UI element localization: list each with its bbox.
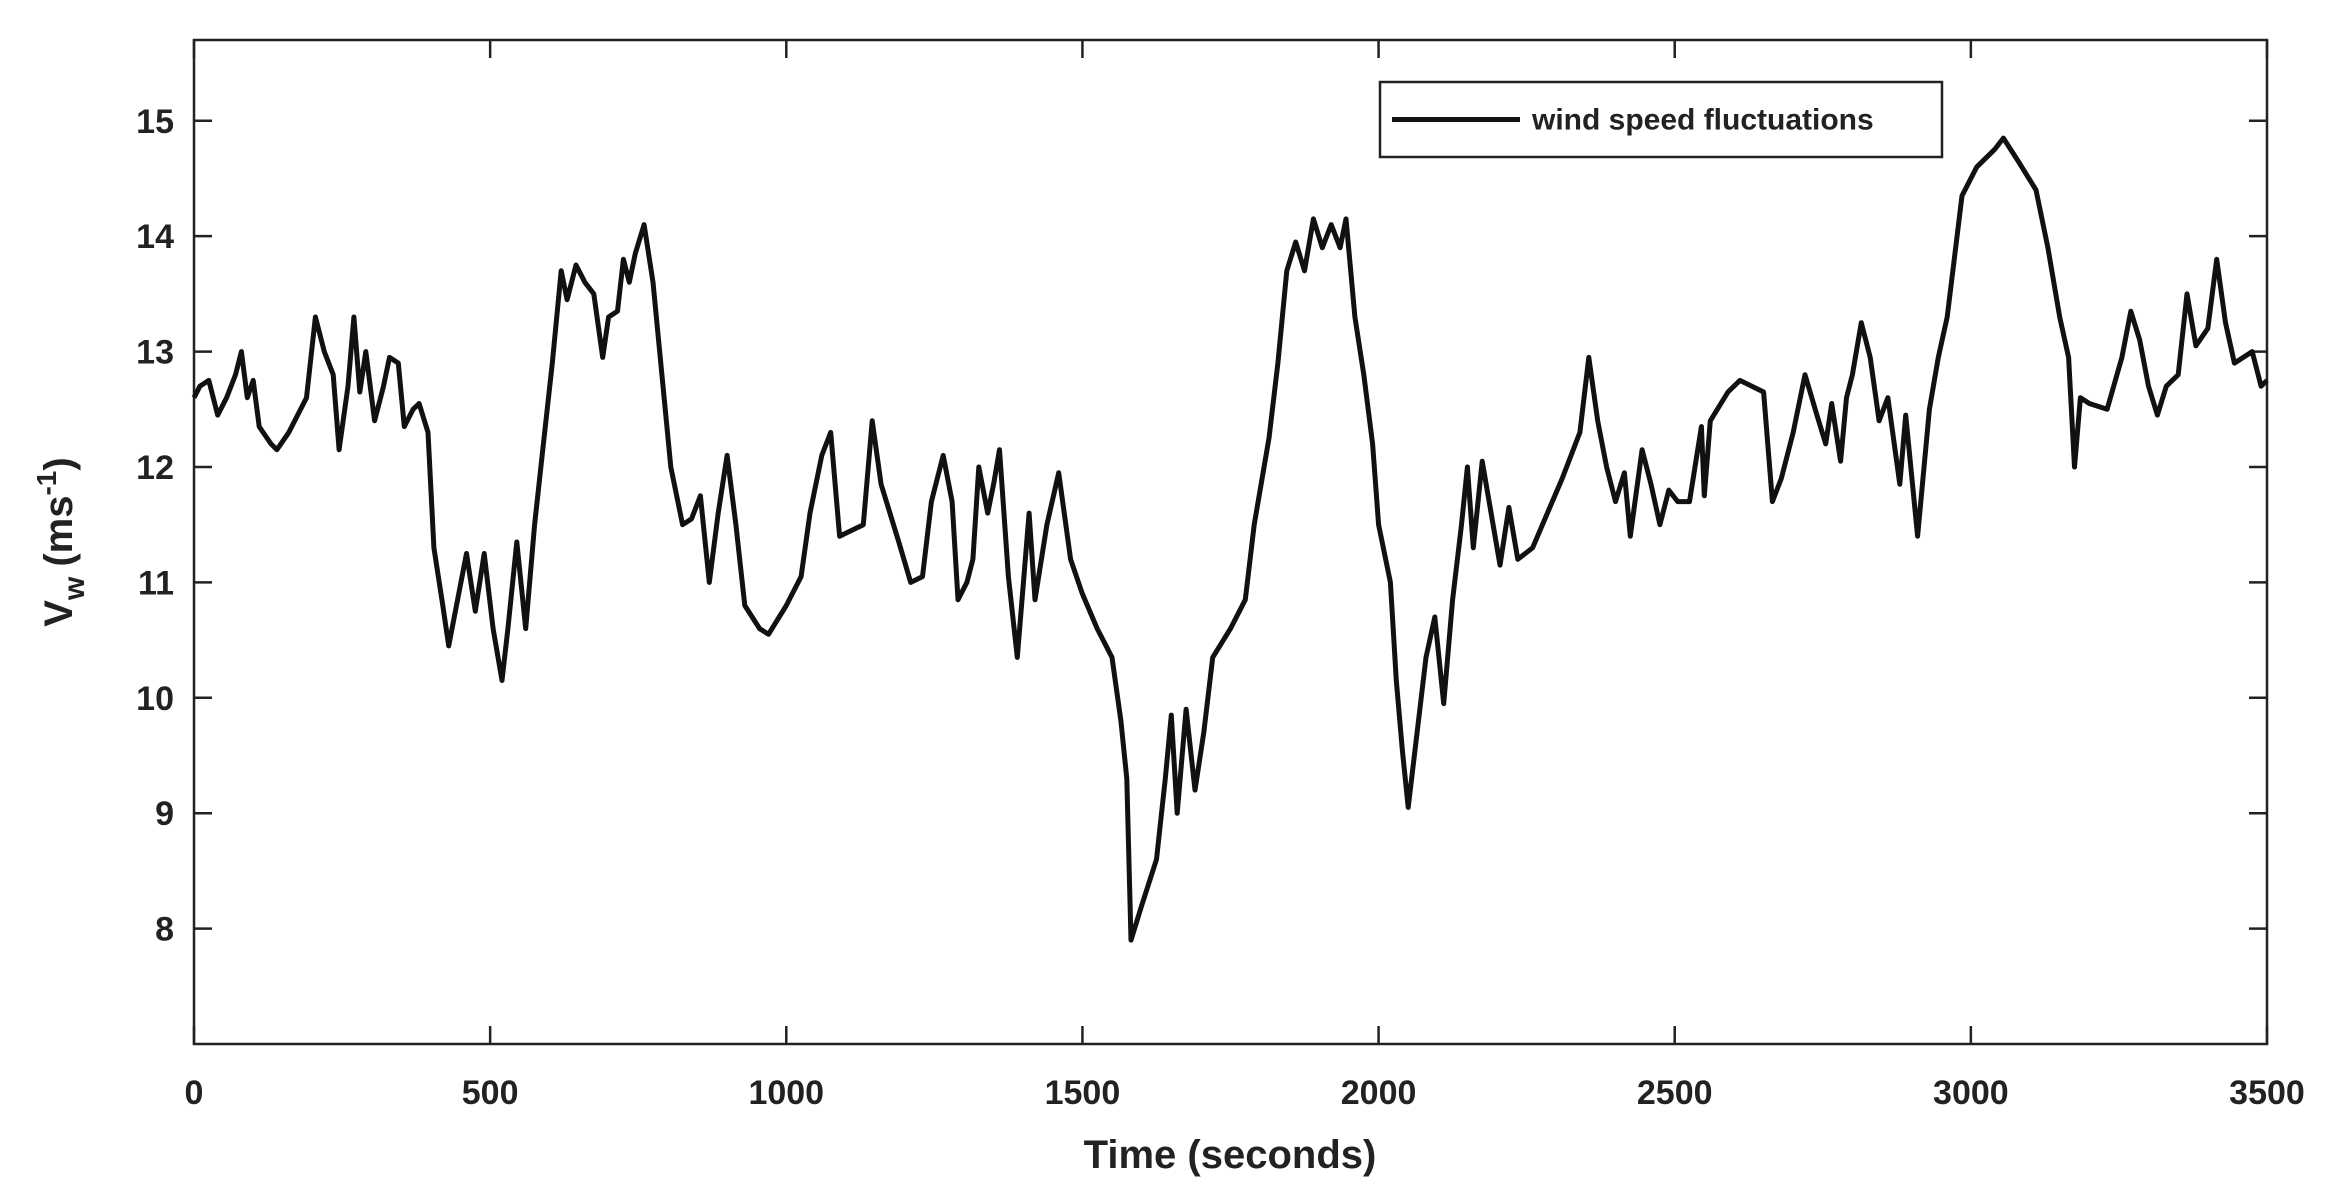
data-line [191,135,2269,943]
y-tick-label: 14 [136,218,174,256]
x-tick-label: 0 [185,1074,204,1112]
plot-frame [192,38,2269,1046]
x-tick-label: 500 [462,1074,519,1112]
x-tick-label: 1000 [748,1074,824,1112]
x-tick-label: 3000 [1933,1074,2009,1112]
y-tick-label: 15 [136,103,174,141]
y-label-sub: w [58,576,91,601]
y-label-base: V [37,600,81,627]
x-tick-label: 1500 [1045,1074,1121,1112]
y-tick-label: 8 [155,911,174,949]
y-label-sup: -1 [31,471,62,496]
x-tick-label: 3500 [2229,1074,2305,1112]
x-axis-label: Time (seconds) [1084,1133,1377,1177]
y-tick-label: 12 [136,449,174,487]
legend-label: wind speed fluctuations [1531,104,1874,137]
y-tick-label: 10 [136,680,174,718]
y-tick-label: 13 [136,334,174,372]
x-tick-label: 2000 [1341,1074,1417,1112]
y-tick-label: 9 [155,795,174,833]
y-label-unit: (ms [37,496,81,567]
x-tick-label: 2500 [1637,1074,1713,1112]
y-label-close: ) [37,457,81,470]
y-axis-label: Vw (ms-1) [31,457,91,626]
y-tick-label: 11 [138,564,174,602]
